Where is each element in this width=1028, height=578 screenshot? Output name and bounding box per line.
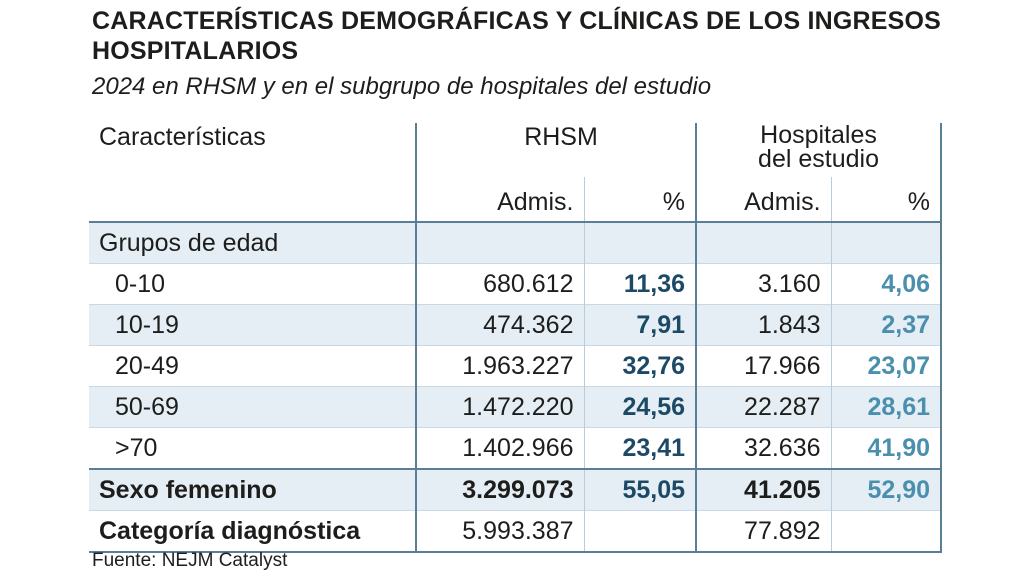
rhsm-admis: 1.472.220 <box>415 386 584 428</box>
section-cell <box>695 221 832 264</box>
female-study-admis: 41.205 <box>695 468 832 511</box>
study-admis: 1.843 <box>695 304 832 346</box>
diagnostic-row: Categoría diagnóstica 5.993.387 77.892 <box>89 510 943 553</box>
row-label: 10-19 <box>89 304 416 346</box>
rhsm-admis: 1.963.227 <box>415 345 584 387</box>
study-admis: 32.636 <box>695 427 832 469</box>
header-study-pct: % <box>830 177 943 222</box>
header-study-line2: del estudio <box>758 145 879 173</box>
source-note: Fuente: NEJM Catalyst <box>92 550 288 571</box>
diag-label: Categoría diagnóstica <box>89 510 416 553</box>
female-label: Sexo femenino <box>89 468 416 511</box>
table-row: 10-19 474.362 7,91 1.843 2,37 <box>89 304 943 346</box>
study-pct: 4,06 <box>830 263 943 305</box>
section-cell <box>583 221 697 264</box>
study-pct: 41,90 <box>830 427 943 469</box>
female-rhsm-admis: 3.299.073 <box>415 468 584 511</box>
row-label: 20-49 <box>89 345 416 387</box>
female-row: Sexo femenino 3.299.073 55,05 41.205 52,… <box>89 468 943 511</box>
header-row-columns: Admis. % Admis. % <box>89 177 943 222</box>
study-admis: 3.160 <box>695 263 832 305</box>
header-study-admis: Admis. <box>695 177 832 222</box>
header-rhsm-admis: Admis. <box>415 177 584 222</box>
header-row-groups: Características RHSM Hospitales del estu… <box>89 121 943 177</box>
row-label: >70 <box>89 427 416 469</box>
female-rhsm-pct: 55,05 <box>583 468 697 511</box>
table-row: >70 1.402.966 23,41 32.636 41,90 <box>89 427 943 469</box>
diag-rhsm-admis: 5.993.387 <box>415 510 584 553</box>
table-row: 0-10 680.612 11,36 3.160 4,06 <box>89 263 943 305</box>
study-admis: 22.287 <box>695 386 832 428</box>
rhsm-pct: 24,56 <box>583 386 697 428</box>
row-label: 0-10 <box>89 263 416 305</box>
rhsm-pct: 7,91 <box>583 304 697 346</box>
rhsm-pct: 32,76 <box>583 345 697 387</box>
data-table: Características RHSM Hospitales del estu… <box>89 121 943 553</box>
row-label: 50-69 <box>89 386 416 428</box>
study-admis: 17.966 <box>695 345 832 387</box>
table-row: 20-49 1.963.227 32,76 17.966 23,07 <box>89 345 943 387</box>
header-rhsm: RHSM <box>414 123 697 177</box>
rhsm-admis: 474.362 <box>415 304 584 346</box>
header-study-line1: Hospitales <box>760 121 877 149</box>
header-study-hospitals: Hospitales del estudio <box>695 121 943 177</box>
study-pct: 28,61 <box>830 386 943 428</box>
study-pct: 2,37 <box>830 304 943 346</box>
rhsm-admis: 680.612 <box>415 263 584 305</box>
section-row-age: Grupos de edad <box>89 221 943 264</box>
diag-study-pct <box>830 510 943 553</box>
section-cell <box>415 221 584 264</box>
header-rhsm-pct: % <box>583 177 697 222</box>
header-empty <box>89 177 416 222</box>
chart-title: CARACTERÍSTICAS DEMOGRÁFICAS Y CLÍNICAS … <box>92 7 942 65</box>
section-cell <box>830 221 943 264</box>
rhsm-pct: 11,36 <box>583 263 697 305</box>
rhsm-admis: 1.402.966 <box>415 427 584 469</box>
section-age-label: Grupos de edad <box>89 221 416 264</box>
diag-rhsm-pct <box>583 510 697 553</box>
rhsm-pct: 23,41 <box>583 427 697 469</box>
chart-subtitle: 2024 en RHSM y en el subgrupo de hospita… <box>92 73 712 100</box>
table-row: 50-69 1.472.220 24,56 22.287 28,61 <box>89 386 943 428</box>
diag-study-admis: 77.892 <box>695 510 832 553</box>
header-characteristics: Características <box>99 123 266 151</box>
study-pct: 23,07 <box>830 345 943 387</box>
female-study-pct: 52,90 <box>830 468 943 511</box>
